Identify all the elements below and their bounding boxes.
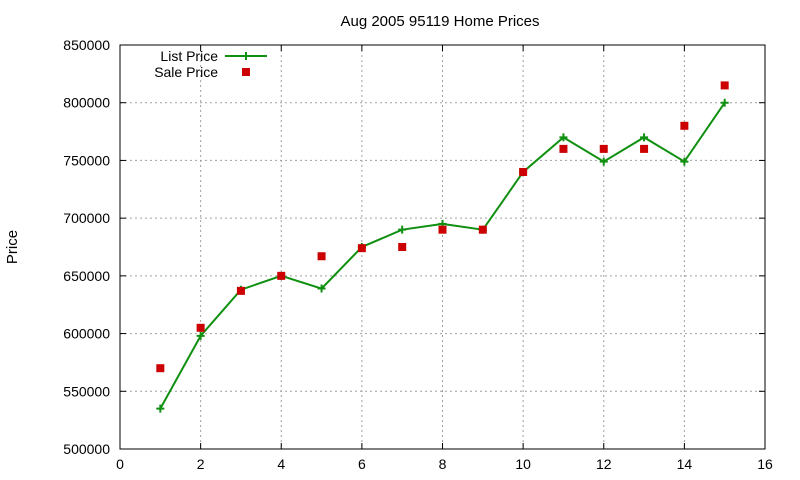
x-tick-label: 4 [277, 456, 285, 472]
sale-price-point [277, 271, 286, 280]
y-tick-label: 550000 [63, 383, 110, 399]
y-axis-label: Price [4, 230, 21, 264]
y-tick-label: 850000 [63, 37, 110, 53]
x-tick-label: 6 [358, 456, 366, 472]
sale-price-point [720, 81, 729, 90]
x-tick-label: 0 [116, 456, 124, 472]
sale-price-point [599, 144, 608, 153]
x-tick-label: 12 [596, 456, 612, 472]
sale-price-point [478, 225, 487, 234]
y-tick-label: 500000 [63, 441, 110, 457]
list-price-point [196, 331, 205, 340]
sale-price-point [680, 121, 689, 130]
y-tick-label: 750000 [63, 152, 110, 168]
list-price-point [156, 404, 165, 413]
y-tick-label: 800000 [63, 95, 110, 111]
chart-title: Aug 2005 95119 Home Prices [340, 13, 539, 30]
list-price-point [680, 157, 689, 166]
sale-price-point [438, 225, 447, 234]
sale-price-point [519, 167, 528, 176]
sale-price-point [357, 244, 366, 253]
x-tick-label: 2 [197, 456, 205, 472]
sale-price-point [156, 364, 165, 373]
y-tick-label: 700000 [63, 210, 110, 226]
list-price-point [720, 98, 729, 107]
y-tick-label: 650000 [63, 268, 110, 284]
sale-price-point [640, 144, 649, 153]
legend-plus-marker [242, 52, 250, 60]
x-tick-label: 10 [515, 456, 531, 472]
sale-price-point [398, 243, 407, 251]
list-price-point [559, 133, 568, 142]
list-price-point [317, 284, 326, 293]
series-1 [156, 81, 729, 373]
list-price-point [398, 225, 407, 234]
x-tick-label: 16 [757, 456, 773, 472]
x-tick-label: 14 [677, 456, 693, 472]
axis-ticks: 0 2 4 6 8 10 12 14 16 500000 550000 600000 650000 700… [63, 37, 773, 472]
grid [120, 45, 765, 449]
list-price-point [599, 157, 608, 166]
sale-price-point [236, 286, 245, 295]
legend-square-marker [242, 68, 250, 76]
sale-price-point [196, 323, 205, 332]
list-price-point [640, 133, 649, 142]
legend-label: Sale Price [154, 64, 218, 80]
sale-price-point [559, 144, 568, 153]
legend-label: List Price [160, 48, 218, 64]
y-tick-label: 600000 [63, 326, 110, 342]
series-layer [156, 81, 729, 413]
sale-price-point [317, 252, 326, 261]
x-tick-label: 8 [439, 456, 447, 472]
